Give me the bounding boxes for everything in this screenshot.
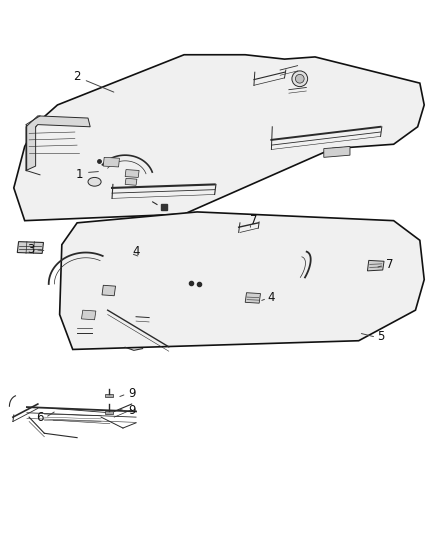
Polygon shape <box>60 212 424 350</box>
Polygon shape <box>245 293 261 303</box>
Text: 3: 3 <box>27 243 34 255</box>
Polygon shape <box>367 261 384 271</box>
Ellipse shape <box>88 177 101 186</box>
Circle shape <box>292 71 307 87</box>
Polygon shape <box>324 147 350 157</box>
Polygon shape <box>26 116 90 171</box>
Polygon shape <box>102 285 116 296</box>
Bar <box>106 411 113 414</box>
Polygon shape <box>125 169 139 177</box>
Polygon shape <box>81 310 96 320</box>
Text: 2: 2 <box>73 70 81 83</box>
Text: 4: 4 <box>132 245 140 258</box>
Text: 5: 5 <box>377 330 384 343</box>
Text: 9: 9 <box>128 386 135 400</box>
Text: 4: 4 <box>268 290 275 304</box>
Text: 6: 6 <box>36 410 44 424</box>
Text: 7: 7 <box>385 258 393 271</box>
Polygon shape <box>125 179 137 185</box>
Text: 9: 9 <box>128 404 135 417</box>
Polygon shape <box>17 241 43 253</box>
Polygon shape <box>14 55 424 221</box>
Polygon shape <box>103 157 120 167</box>
Text: 1: 1 <box>75 168 83 181</box>
Bar <box>106 394 113 398</box>
Text: 7: 7 <box>250 214 258 227</box>
Circle shape <box>295 75 304 83</box>
